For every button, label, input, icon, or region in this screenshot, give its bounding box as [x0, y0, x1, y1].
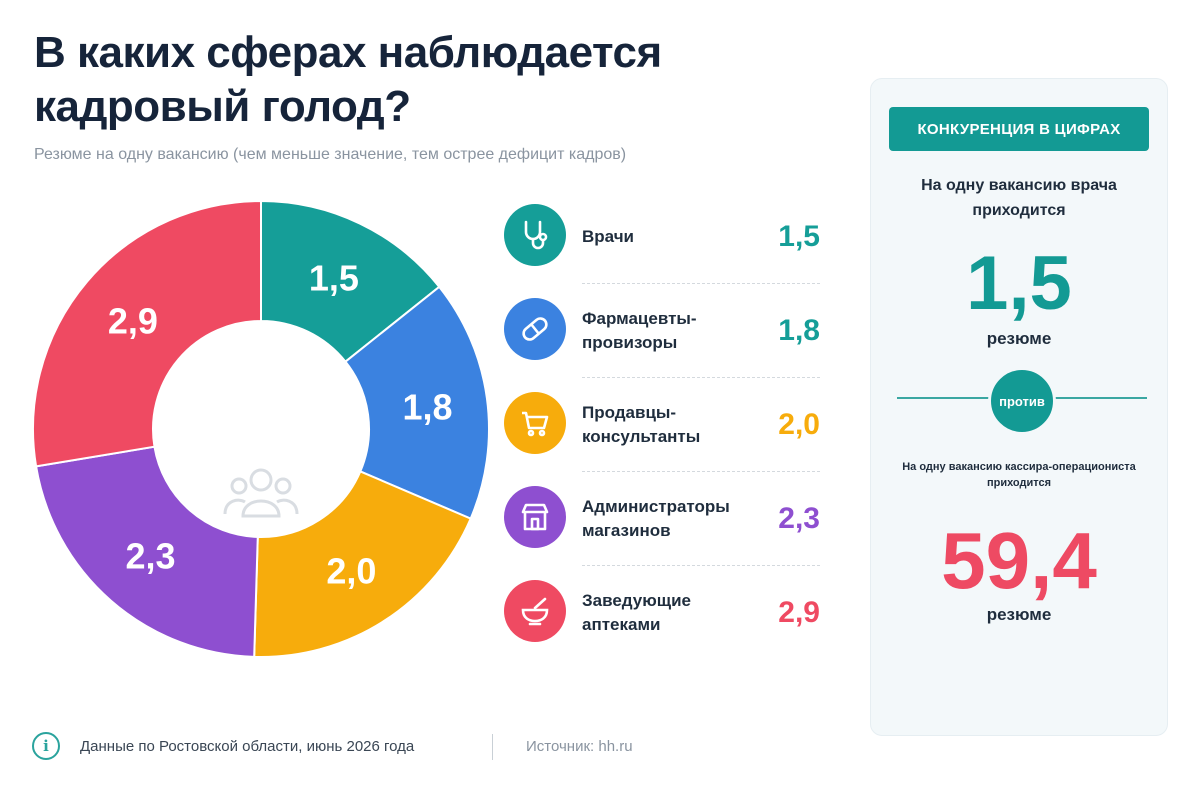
legend-value: 2,3 [778, 502, 820, 535]
donut-chart: 1,5 1,8 2,0 2,3 2,9 [32, 199, 490, 658]
footer-note: Данные по Ростовской области, июнь 2026 … [80, 738, 415, 755]
panel-doctor-caption: На одну вакансию врача приходится [921, 177, 1117, 219]
legend-value: 1,8 [778, 314, 820, 347]
donut-value-label: 1,5 [309, 258, 359, 299]
panel-cashier-value: 59,4 [941, 516, 1097, 605]
pill-icon [504, 298, 566, 360]
panel-cashier-caption: На одну вакансию кассира-операциониста пр… [902, 461, 1136, 489]
panel-cashier-unit: резюме [986, 605, 1052, 624]
stethoscope-icon [504, 204, 566, 266]
legend-label: Врачи [582, 227, 635, 246]
legend-item-doctors: Врачи 1,5 [500, 190, 820, 284]
legend-value: 1,5 [778, 220, 820, 253]
footer-divider [492, 734, 493, 760]
donut-value-label: 2,3 [125, 536, 175, 577]
donut-value-label: 1,8 [402, 386, 452, 427]
donut-slice [34, 445, 259, 658]
page-title: В каких сферах наблюдается кадровый голо… [34, 26, 662, 134]
donut-slice [253, 470, 472, 658]
legend-item-pharmacy-heads: Заведующие аптеками 2,9 [500, 566, 820, 660]
legend-value: 2,0 [778, 408, 820, 441]
shopping-cart-icon [504, 392, 566, 454]
legend-label: Заведующие аптеками [582, 591, 692, 634]
legend-label: Администраторы магазинов [582, 497, 730, 540]
donut-value-label: 2,9 [108, 300, 158, 341]
people-group-icon [223, 468, 299, 518]
legend-item-pharmacists: Фармацевты-провизоры 1,8 [500, 284, 820, 378]
donut-slice [344, 285, 490, 520]
chart-legend: Врачи 1,5 Фармацевты-провизоры 1,8 Прода… [500, 190, 820, 660]
legend-item-sales: Продавцы-консультанты 2,0 [500, 378, 820, 472]
panel-doctor-unit: резюме [986, 329, 1052, 348]
legend-label: Фармацевты-провизоры [582, 309, 697, 352]
mortar-pestle-icon [504, 580, 566, 642]
legend-item-store-admins: Администраторы магазинов 2,3 [500, 472, 820, 566]
vs-badge: против [988, 367, 1056, 435]
footer-source: Источник: hh.ru [526, 738, 633, 755]
panel-doctor-value: 1,5 [966, 241, 1072, 326]
title-line-2: кадровый голод? [34, 82, 411, 131]
legend-value: 2,9 [778, 596, 820, 629]
donut-value-label: 2,0 [326, 551, 376, 592]
storefront-icon [504, 486, 566, 548]
legend-label: Продавцы-консультанты [582, 403, 701, 446]
panel-badge: КОНКУРЕНЦИЯ В ЦИФРАХ [889, 107, 1149, 151]
comparison-panel: КОНКУРЕНЦИЯ В ЦИФРАХ На одну вакансию вр… [870, 78, 1168, 736]
title-line-1: В каких сферах наблюдается [34, 28, 662, 77]
chart-subtitle: Резюме на одну вакансию (чем меньше знач… [34, 146, 627, 163]
info-icon: i [32, 732, 60, 760]
donut-slice [32, 199, 262, 468]
